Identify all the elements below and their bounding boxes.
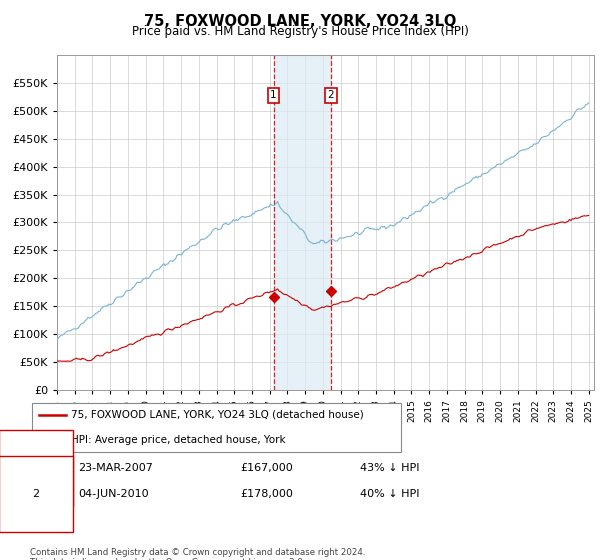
Text: 1: 1: [270, 90, 277, 100]
Text: 1: 1: [32, 463, 40, 473]
Bar: [274, 55, 331, 390]
Text: 43% ↓ HPI: 43% ↓ HPI: [360, 463, 419, 473]
Text: Contains HM Land Registry data © Crown copyright and database right 2024.
This d: Contains HM Land Registry data © Crown c…: [30, 548, 365, 560]
Text: 75, FOXWOOD LANE, YORK, YO24 3LQ (detached house): 75, FOXWOOD LANE, YORK, YO24 3LQ (detach…: [71, 410, 364, 420]
Text: 40% ↓ HPI: 40% ↓ HPI: [360, 489, 419, 499]
FancyBboxPatch shape: [32, 403, 401, 452]
Text: 23-MAR-2007: 23-MAR-2007: [78, 463, 153, 473]
Text: 75, FOXWOOD LANE, YORK, YO24 3LQ: 75, FOXWOOD LANE, YORK, YO24 3LQ: [144, 14, 456, 29]
Text: HPI: Average price, detached house, York: HPI: Average price, detached house, York: [71, 435, 286, 445]
Text: Price paid vs. HM Land Registry's House Price Index (HPI): Price paid vs. HM Land Registry's House …: [131, 25, 469, 38]
Text: 04-JUN-2010: 04-JUN-2010: [78, 489, 149, 499]
Text: £178,000: £178,000: [240, 489, 293, 499]
Text: 2: 2: [32, 489, 40, 499]
Text: 2: 2: [328, 90, 334, 100]
Text: £167,000: £167,000: [240, 463, 293, 473]
